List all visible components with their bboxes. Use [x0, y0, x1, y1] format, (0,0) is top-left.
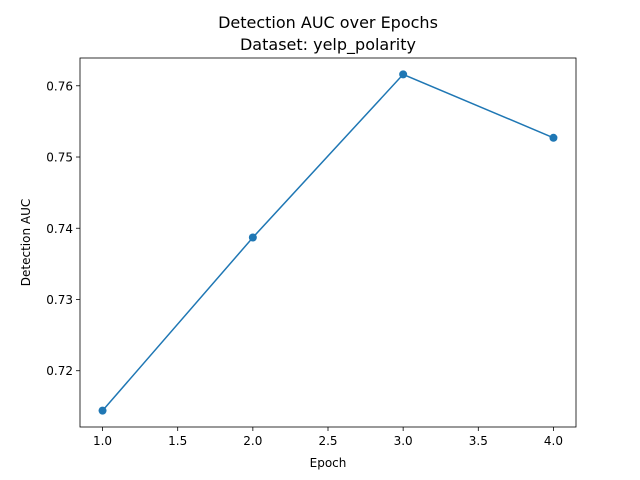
chart-title: Detection AUC over Epochs	[218, 13, 438, 32]
x-tick-label: 1.5	[168, 434, 187, 448]
series-line	[101, 73, 554, 412]
y-tick-label: 0.76	[46, 79, 73, 93]
chart-subtitle: Dataset: yelp_polarity	[240, 35, 416, 55]
data-point	[549, 133, 558, 142]
data-point	[399, 70, 408, 79]
x-tick-label: 2.5	[318, 434, 337, 448]
plot-frame	[79, 57, 577, 428]
data-point	[248, 233, 257, 242]
x-tick-label: 1.0	[93, 434, 112, 448]
y-axis-label: Detection AUC	[19, 199, 33, 286]
y-tick-label: 0.73	[46, 293, 73, 307]
data-point	[98, 406, 107, 415]
plot-area	[80, 58, 576, 427]
x-tick-label: 3.0	[394, 434, 413, 448]
y-axis-ticks: 0.72 0.73 0.74 0.75 0.76	[46, 79, 80, 378]
x-tick-label: 2.0	[243, 434, 262, 448]
y-tick-label: 0.75	[46, 151, 73, 165]
x-tick-label: 3.5	[469, 434, 488, 448]
series-layer	[98, 70, 558, 415]
y-tick-label: 0.74	[46, 222, 73, 236]
x-tick-label: 4.0	[544, 434, 563, 448]
y-tick-label: 0.72	[46, 364, 73, 378]
x-axis-ticks: 1.0 1.5 2.0 2.5 3.0 3.5 4.0	[93, 427, 563, 448]
x-axis-label: Epoch	[310, 456, 347, 470]
